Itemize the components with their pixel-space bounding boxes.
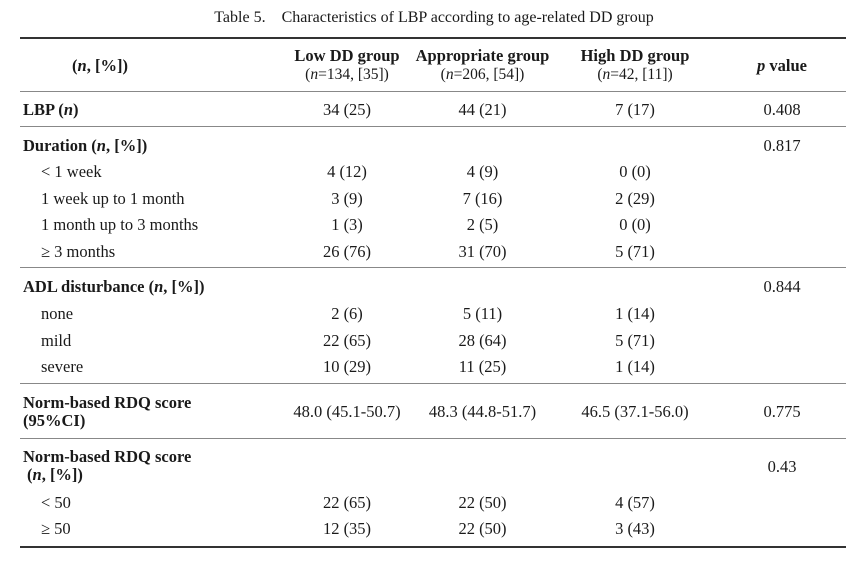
row-lbp-appropriate: 44 (21) <box>458 100 507 119</box>
row-label: < 1 week <box>41 162 102 181</box>
row-label: 1 month up to 3 months <box>41 215 199 234</box>
section-rdq-n-p: 0.43 <box>767 457 797 476</box>
row-appropriate: 22 (50) <box>458 519 507 538</box>
row-high: 5 (71) <box>615 242 655 261</box>
rdq-ci-high: 46.5 (37.1-56.0) <box>581 402 689 421</box>
header-p-value: p value <box>757 56 807 75</box>
row-appropriate: 7 (16) <box>462 189 503 208</box>
row-low: 1 (3) <box>331 215 363 234</box>
section-duration-label: Duration (n, [%]) <box>23 136 148 155</box>
header-rule <box>20 91 846 92</box>
row-high: 0 (0) <box>619 215 651 234</box>
section-duration-p: 0.817 <box>763 136 801 155</box>
section-rdq-n-label2: (n, [%]) <box>27 465 83 484</box>
row-appropriate: 5 (11) <box>462 304 503 323</box>
row-label: mild <box>41 331 72 350</box>
row-appropriate: 4 (9) <box>466 162 499 181</box>
row-lbp-label: LBP (n) <box>23 100 79 119</box>
row-lbp-high: 7 (17) <box>615 100 655 119</box>
section-adl-label: ADL disturbance (n, [%]) <box>23 277 205 296</box>
section-rdq-ci-label1: Norm-based RDQ score <box>23 393 192 412</box>
row-lbp-p: 0.408 <box>763 100 801 119</box>
section-rule <box>20 126 846 127</box>
row-low: 3 (9) <box>331 189 363 208</box>
top-rule <box>20 37 846 39</box>
row-high: 5 (71) <box>615 331 655 350</box>
row-appropriate: 2 (5) <box>466 215 499 234</box>
row-low: 12 (35) <box>322 519 372 538</box>
row-high: 1 (14) <box>615 357 655 376</box>
bottom-rule <box>20 546 846 548</box>
row-high: 0 (0) <box>619 162 651 181</box>
row-high: 3 (43) <box>615 519 655 538</box>
row-label: none <box>41 304 74 323</box>
section-rule <box>20 438 846 439</box>
section-rule <box>20 267 846 268</box>
rdq-ci-low: 48.0 (45.1-50.7) <box>293 402 401 421</box>
header-low-dd: Low DD group <box>294 46 400 65</box>
row-low: 26 (76) <box>322 242 372 261</box>
header-appropriate-n: (n=206, [54]) <box>440 66 525 83</box>
row-low: 4 (12) <box>327 162 367 181</box>
row-label: ≥ 3 months <box>41 242 116 261</box>
section-rule <box>20 383 846 384</box>
row-appropriate: 22 (50) <box>458 493 507 512</box>
header-low-dd-n: (n=134, [35]) <box>305 66 389 83</box>
row-high: 1 (14) <box>615 304 655 323</box>
section-rdq-ci-label2: (95%CI) <box>23 411 86 430</box>
header-appropriate: Appropriate group <box>415 46 550 65</box>
rdq-ci-appropriate: 48.3 (44.8-51.7) <box>428 402 537 421</box>
row-appropriate: 28 (64) <box>458 331 507 350</box>
row-lbp-low: 34 (25) <box>322 100 372 119</box>
row-high: 4 (57) <box>615 493 655 512</box>
row-label: ≥ 50 <box>41 519 71 538</box>
row-low: 22 (65) <box>322 331 372 350</box>
row-low: 2 (6) <box>331 304 363 323</box>
header-high-dd: High DD group <box>580 46 690 65</box>
row-appropriate: 11 (25) <box>458 357 507 376</box>
section-adl-p: 0.844 <box>763 277 801 296</box>
row-low: 10 (29) <box>322 357 372 376</box>
section-rdq-n-label1: Norm-based RDQ score <box>23 447 192 466</box>
row-high: 2 (29) <box>615 189 655 208</box>
row-label: < 50 <box>41 493 71 512</box>
header-n-percent: (n, [%]) <box>72 56 128 75</box>
row-low: 22 (65) <box>322 493 372 512</box>
rdq-ci-p: 0.775 <box>763 402 801 421</box>
row-appropriate: 31 (70) <box>458 242 507 261</box>
table-caption: Table 5. Characteristics of LBP accordin… <box>214 9 654 26</box>
row-label: 1 week up to 1 month <box>41 189 185 208</box>
row-label: severe <box>41 357 84 376</box>
header-high-dd-n: (n=42, [11]) <box>597 66 673 83</box>
